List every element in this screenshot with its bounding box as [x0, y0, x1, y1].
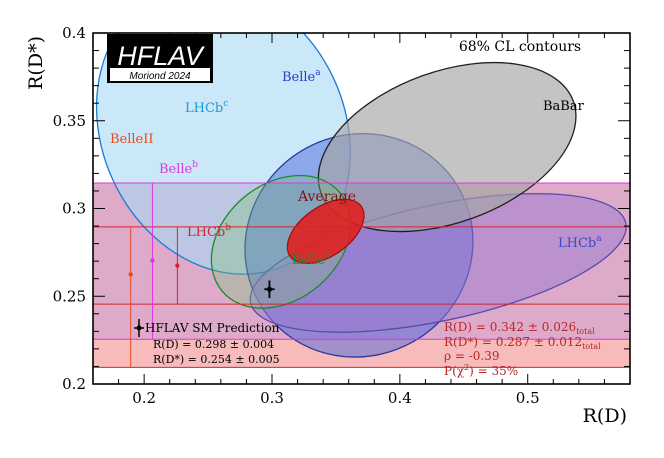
sm-legend: HFLAV SM Prediction R(D) = 0.298 ± 0.004…: [134, 319, 280, 366]
points-layer: [128, 183, 275, 368]
sm-rdstar-line: R(D*) = 0.254 ± 0.005: [153, 353, 280, 366]
label-belleii: BelleII: [110, 132, 154, 147]
label-belle-a: Bellea: [282, 68, 321, 85]
sm-legend-marker: [136, 325, 142, 331]
ellipse-babar: [317, 61, 577, 233]
y-tick-label: 0.35: [53, 112, 86, 130]
label-average: Average: [297, 189, 356, 205]
result-rdstar: R(D*) = 0.287 ± 0.012total: [444, 335, 601, 351]
label-babar: BaBar: [543, 99, 585, 114]
sm-point-marker: [266, 286, 273, 292]
x-tick-label: 0.2: [132, 389, 156, 407]
result-pvalue: P(χ2) = 35%: [444, 363, 518, 378]
x-tick-label: 0.5: [516, 389, 540, 407]
y-tick-label: 0.3: [62, 200, 86, 218]
x-ticks: 0.2 0.3 0.4 0.5: [92, 33, 631, 407]
y-tick-label: 0.2: [62, 375, 86, 393]
contour-label: 68% CL contours: [459, 39, 581, 55]
x-tick-label: 0.4: [388, 389, 412, 407]
x-tick-label: 0.3: [260, 389, 284, 407]
sm-rd-line: R(D) = 0.298 ± 0.004: [153, 338, 274, 351]
y-tick-label: 0.4: [62, 24, 86, 42]
point-belleii-marker: [128, 272, 133, 277]
y-axis-label: R(D*): [25, 36, 47, 90]
y-ticks: 0.2 0.25 0.3 0.35 0.4: [53, 24, 630, 393]
plot-area: [93, 33, 630, 368]
point-lhcb-b-marker: [175, 263, 180, 268]
label-belle-c: Bellec: [292, 251, 330, 268]
label-belle-b: Belleb: [159, 160, 198, 177]
logo-subtitle-box: [110, 68, 210, 81]
result-rho: ρ = -0.39: [444, 349, 500, 363]
logo-subtitle: Moriond 2024: [129, 71, 191, 82]
ellipse-average: [286, 198, 365, 265]
logo-title: HFLAV: [117, 41, 206, 71]
result-rd: R(D) = 0.342 ± 0.026total: [444, 320, 595, 336]
point-belle-b-marker: [150, 258, 155, 263]
series-labels: Bellea LHCbc BaBar BelleII Belleb Averag…: [110, 68, 602, 268]
label-lhcb-b: LHCbb: [187, 223, 231, 240]
sm-legend-label: HFLAV SM Prediction: [145, 321, 280, 335]
average-results: R(D) = 0.342 ± 0.026total R(D*) = 0.287 …: [444, 320, 601, 378]
y-tick-label: 0.25: [53, 287, 86, 305]
label-lhcb-a: LHCba: [558, 234, 602, 251]
horizontal-lines-layer: [93, 182, 630, 368]
hflav-logo: HFLAV Moriond 2024: [107, 34, 213, 83]
x-axis-label: R(D): [583, 405, 627, 427]
label-lhcb-c: LHCbc: [185, 99, 228, 116]
